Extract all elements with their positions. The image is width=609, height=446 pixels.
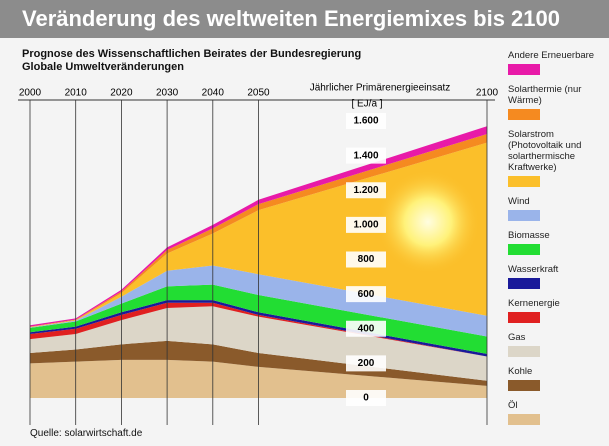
subtitle: Prognose des Wissenschaftlichen Beirates… <box>22 48 362 60</box>
y-label: Jährlicher Primärenergieeinsatz <box>310 83 451 94</box>
legend-swatch <box>508 109 540 120</box>
legend-label: Kohle <box>508 366 533 377</box>
area <box>30 126 487 327</box>
legend-label: Solarthermie (nur Wärme) <box>508 84 582 106</box>
y-tick-label: 1.600 <box>353 116 378 127</box>
legend-swatch <box>508 210 540 221</box>
legend-swatch <box>508 312 540 323</box>
legend-swatch <box>508 414 540 425</box>
legend-label: Solarstrom (Photovoltaik und solarthermi… <box>508 129 582 173</box>
legend-label: Wasserkraft <box>508 264 559 275</box>
y-tick-label: 400 <box>358 323 375 334</box>
legend-swatch <box>508 380 540 391</box>
legend-label: Andere Erneuerbare <box>508 50 595 61</box>
legend-label: Gas <box>508 332 526 343</box>
y-tick-label: 200 <box>358 358 375 369</box>
y-tick-label: 600 <box>358 289 375 300</box>
legend-label: Wind <box>508 196 530 207</box>
x-tick-label: 2000 <box>19 88 42 99</box>
sun <box>376 170 480 274</box>
x-tick-label: 2030 <box>156 88 179 99</box>
subtitle: Globale Umweltveränderungen <box>22 61 184 73</box>
y-tick-label: 0 <box>363 393 369 404</box>
area <box>30 284 487 354</box>
y-tick-box <box>346 286 386 303</box>
legend-swatch <box>508 278 540 289</box>
legend-swatch <box>508 64 540 75</box>
source: Quelle: solarwirtschaft.de <box>30 428 143 439</box>
title: Veränderung des weltweiten Energiemixes … <box>0 0 609 38</box>
legend-swatch <box>508 244 540 255</box>
y-tick-box <box>346 390 386 406</box>
y-tick-box <box>346 320 386 337</box>
legend: Andere Erneuerbare Solarthermie (nur Wärm… <box>508 50 608 434</box>
y-tick-box <box>346 355 386 372</box>
y-tick-label: 1.000 <box>353 220 378 231</box>
x-tick-label: 2100 <box>476 88 499 99</box>
area <box>30 133 487 328</box>
x-tick-label: 2010 <box>65 88 88 99</box>
y-tick-label: 1.400 <box>353 150 378 161</box>
y-tick-box <box>346 216 386 233</box>
legend-label: Biomasse <box>508 230 550 241</box>
x-tick-label: 2040 <box>202 88 225 99</box>
legend-label: Kernenergie <box>508 298 560 309</box>
y-unit: [ EJ/a ] <box>351 99 382 110</box>
legend-label: Öl <box>508 400 518 411</box>
y-tick-box <box>346 147 386 164</box>
y-tick-box <box>346 113 386 129</box>
y-tick-box <box>346 251 386 268</box>
x-tick-label: 2050 <box>247 88 270 99</box>
legend-swatch <box>508 346 540 357</box>
x-tick-label: 2020 <box>110 88 133 99</box>
y-tick-label: 1.200 <box>353 185 378 196</box>
legend-swatch <box>508 176 540 187</box>
y-tick-label: 800 <box>358 254 375 265</box>
y-tick-box <box>346 182 386 199</box>
